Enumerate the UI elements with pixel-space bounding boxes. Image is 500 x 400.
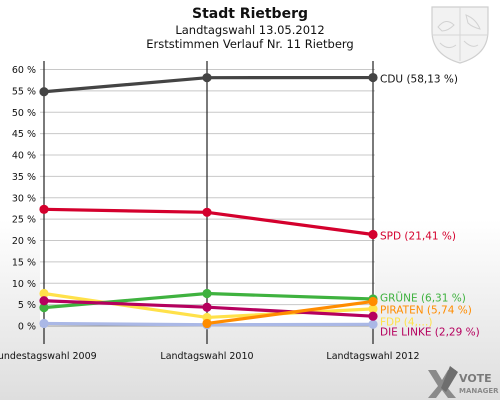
data-point-fdp <box>368 304 378 314</box>
data-point-gr-ne <box>202 288 212 299</box>
data-point-spd <box>202 207 212 217</box>
x-tick-label: Landtagswahl 2010 <box>160 351 253 362</box>
y-tick-label: 35 % <box>12 172 36 183</box>
y-axis-ticks: 0 % 5 % 10 % 15 % 20 % 25 % 30 % 35 % 40 % 45 % 50… <box>12 65 36 332</box>
series-group <box>39 72 378 330</box>
data-point-piraten <box>368 296 378 307</box>
y-tick-label: 60 % <box>12 65 36 76</box>
series-label-spd: SPD (21,41 %) <box>380 231 456 243</box>
data-point-sonstige <box>39 318 49 329</box>
y-tick-label: 20 % <box>12 236 36 247</box>
y-tick-label: 50 % <box>12 108 36 119</box>
chart-subtitle-date: Landtagswahl 13.05.2012 <box>175 23 324 37</box>
y-tick-label: 5 % <box>18 300 36 311</box>
chart-title: Stadt Rietberg <box>192 6 308 22</box>
data-point-die-linke <box>39 296 49 306</box>
nrw-coat-of-arms-icon <box>431 6 489 64</box>
data-point-die-linke <box>202 302 212 312</box>
series-label-die-linke: DIE LINKE (2,29 %) <box>380 327 480 339</box>
data-point-sonstige <box>368 319 378 329</box>
series-label-piraten: PIRATEN (5,74 %) <box>380 305 472 317</box>
data-point-piraten <box>202 318 212 329</box>
data-point-cdu <box>39 87 49 97</box>
logo-text-manager: MANAGER <box>459 387 499 395</box>
chart-subtitle-description: Erststimmen Verlauf Nr. 11 Rietberg <box>146 37 353 51</box>
y-tick-label: 10 % <box>12 279 36 290</box>
y-tick-label: 25 % <box>12 215 36 226</box>
votemanager-logo-icon <box>428 366 458 398</box>
series-label-fdp: FDP (4,…) <box>380 317 433 329</box>
series-labels: CDU (58,13 %) SPD (21,41 %) GRÜNE (6,31 %)… <box>380 74 480 339</box>
logo-text-vote: VOTE <box>459 372 492 385</box>
data-point-spd <box>39 204 49 214</box>
data-point-cdu <box>368 72 378 83</box>
data-point-gr-ne <box>39 303 49 313</box>
y-tick-label: 15 % <box>12 257 36 268</box>
y-tick-label: 40 % <box>12 151 36 162</box>
data-point-die-linke <box>368 311 378 321</box>
data-point-spd <box>368 229 378 240</box>
y-tick-label: 45 % <box>12 129 36 140</box>
x-tick-label: Bundestagswahl 2009 <box>0 351 97 362</box>
series-label-gr-ne: GRÜNE (6,31 %) <box>380 292 466 305</box>
series-label-cdu: CDU (58,13 %) <box>380 74 458 86</box>
y-tick-label: 55 % <box>12 86 36 97</box>
y-tick-label: 0 % <box>18 322 36 333</box>
y-tick-label: 30 % <box>12 193 36 204</box>
series-line-piraten <box>206 299 374 326</box>
x-tick-label: Landtagswahl 2012 <box>326 351 419 362</box>
data-point-cdu <box>202 73 212 83</box>
data-point-fdp <box>39 288 49 299</box>
